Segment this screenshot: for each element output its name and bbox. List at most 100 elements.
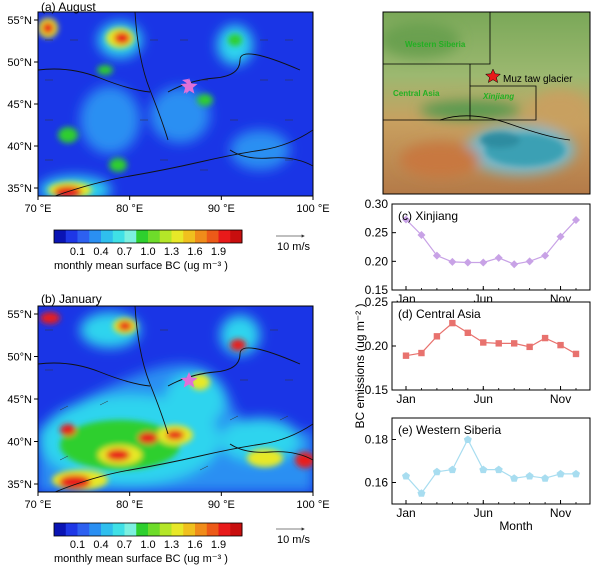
colorbar-swatch xyxy=(195,230,208,243)
colorbar-swatch xyxy=(54,523,67,536)
colorbar-swatch xyxy=(230,523,243,536)
colorbar-swatch xyxy=(171,523,184,536)
chart-frame xyxy=(391,203,591,291)
data-point xyxy=(556,469,565,478)
colorbar-swatch xyxy=(148,230,161,243)
colorbar-swatch xyxy=(77,523,90,536)
x-tick-label: Jun xyxy=(474,392,493,406)
y-tick-label: 0.18 xyxy=(365,433,389,447)
colorbar-swatch xyxy=(89,523,102,536)
map-b-wind-vectors xyxy=(45,329,293,471)
data-point xyxy=(417,489,426,497)
data-point xyxy=(495,340,502,347)
data-point xyxy=(572,469,580,478)
data-point xyxy=(556,232,565,241)
data-point xyxy=(494,465,503,474)
colorbar-tick-label: 1.0 xyxy=(140,539,155,551)
colorbar-swatch xyxy=(230,230,243,243)
colorbar-swatch xyxy=(124,523,137,536)
data-point xyxy=(541,251,550,260)
y-tick-label: 0.16 xyxy=(365,476,389,490)
colorbar-swatch xyxy=(206,230,219,243)
map-b-y-tick-label: 35°N xyxy=(7,479,32,491)
data-point xyxy=(526,343,533,351)
data-point xyxy=(402,215,410,224)
data-point xyxy=(449,319,456,327)
map-b-y-tick-label: 50°N xyxy=(7,352,32,364)
map-a-title: (a) August xyxy=(41,0,96,14)
data-point xyxy=(448,465,457,474)
colorbar-frame xyxy=(53,522,243,537)
data-point xyxy=(433,333,441,340)
colorbar-swatch xyxy=(148,523,161,536)
colorbar-swatch xyxy=(183,230,196,243)
map-a: (a) August xyxy=(37,0,314,197)
map-b-x-tick-label: 70 °E xyxy=(24,499,51,511)
wind-reference-label: 10 m/s xyxy=(277,241,311,253)
map-a-y-tick-label: 40°N xyxy=(7,141,32,153)
data-point xyxy=(510,260,519,269)
map-b-y-tick-label: 55°N xyxy=(7,309,32,321)
map-c-glacier-star xyxy=(484,68,502,84)
map-b-y-tick-label: 40°N xyxy=(7,437,32,449)
colorbar-tick-label: 1.9 xyxy=(211,539,226,551)
colorbar-swatch xyxy=(206,523,219,536)
data-point xyxy=(525,472,534,480)
map-c-frame xyxy=(382,11,591,195)
colorbar-august: 0.1 0.4 0.7 1.0 1.3 1.6 1.9 monthly mean surfac… xyxy=(53,229,311,272)
y-tick-label: 0.30 xyxy=(365,197,389,211)
colorbar-tick-label: 0.7 xyxy=(117,539,132,551)
data-point xyxy=(525,257,534,266)
colorbar-tick-label: 1.0 xyxy=(140,246,155,258)
map-c: Western Siberia Central Asia Xinjiang Mu… xyxy=(382,11,591,195)
colorbar-tick-label: 1.6 xyxy=(187,539,202,551)
data-point xyxy=(448,257,457,266)
colorbar-tick-label: 0.4 xyxy=(93,539,108,551)
x-tick-label: Jan xyxy=(396,506,415,520)
wind-reference-label: 10 m/s xyxy=(277,534,311,546)
colorbar-swatch xyxy=(218,230,231,243)
colorbar-swatch xyxy=(136,230,149,243)
colorbar-tick-label: 0.1 xyxy=(70,246,85,258)
data-point xyxy=(463,258,472,267)
map-a-wind-vectors xyxy=(45,39,293,171)
y-tick-label: 0.15 xyxy=(365,283,389,297)
data-point xyxy=(432,251,441,260)
colorbar-swatch xyxy=(101,230,114,243)
colorbar-frame xyxy=(53,229,243,244)
map-b-title: (b) January xyxy=(41,292,102,306)
colorbar-swatch xyxy=(101,523,114,536)
colorbar-january: 0.1 0.4 0.7 1.0 1.3 1.6 1.9 monthly mean surfac… xyxy=(53,522,311,565)
map-c-label-siberia: Western Siberia xyxy=(405,40,466,49)
data-point xyxy=(417,230,426,239)
map-a-y-tick-label: 55°N xyxy=(7,15,32,27)
data-point xyxy=(572,350,580,358)
chart-title: (e) Western Siberia xyxy=(398,423,501,437)
data-point xyxy=(541,334,549,342)
chart-title: (c) Xinjiang xyxy=(398,209,458,223)
colorbar-tick-label: 1.6 xyxy=(187,246,202,258)
y-tick-label: 0.20 xyxy=(365,254,389,268)
y-tick-label: 0.25 xyxy=(365,295,389,309)
map-c-label-xinjiang: Xinjiang xyxy=(482,92,514,101)
colorbar-tick-label: 1.9 xyxy=(211,246,226,258)
chart-2: 0.16 0.18 Jan Jun Nov (e) Western Siberia xyxy=(365,417,591,520)
data-point xyxy=(572,216,580,225)
colorbar-swatch xyxy=(112,523,125,536)
data-point xyxy=(402,472,410,480)
colorbar-swatch xyxy=(218,523,231,536)
map-c-label-central-asia: Central Asia xyxy=(393,89,440,98)
data-point xyxy=(479,465,488,474)
map-a-x-tick-label: 100 °E xyxy=(296,203,329,215)
map-b-site-star xyxy=(180,372,198,388)
data-point xyxy=(510,340,518,347)
y-tick-label: 0.20 xyxy=(365,339,389,353)
map-a-concentration-field xyxy=(38,12,313,196)
colorbar-tick-label: 0.4 xyxy=(93,246,108,258)
colorbar-label: monthly mean surface BC (ug m⁻³ ) xyxy=(54,553,228,565)
map-a-y-tick-label: 35°N xyxy=(7,183,32,195)
map-axes: 55°N 50°N 45°N 40°N 35°N 70 °E 80 °E 90 °E 100 °… xyxy=(7,15,329,511)
series-line xyxy=(405,219,577,265)
colorbar-tick-label: 0.1 xyxy=(70,539,85,551)
